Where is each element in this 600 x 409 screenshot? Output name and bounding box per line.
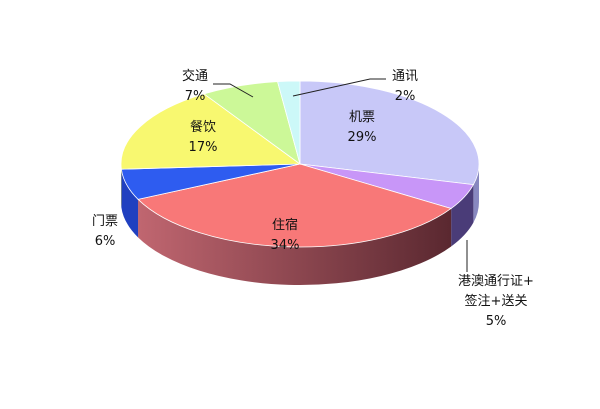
pie-side-1 xyxy=(451,184,474,247)
pie-side-0 xyxy=(473,164,479,223)
pie-slice-6 xyxy=(277,80,301,165)
slice-label-gangao: 港澳通行证+ 签注+送关 5% xyxy=(458,274,534,329)
pie-side-3 xyxy=(121,169,139,238)
leader-line-tongxun xyxy=(292,78,386,97)
leader-line-jiaotong xyxy=(213,83,254,98)
slice-label-jiaotong: 交通 7% xyxy=(181,69,208,104)
slice-label-jipiao: 机票 29% xyxy=(347,110,377,145)
pie-slice-0 xyxy=(299,80,480,186)
slice-label-menpiao: 门票 6% xyxy=(91,214,118,249)
pie-slice-2 xyxy=(137,163,453,248)
slice-label-canyin: 餐饮 17% xyxy=(188,120,218,155)
pie-side-2 xyxy=(138,199,452,285)
pie-slice-4 xyxy=(120,93,302,170)
slice-label-zhusu: 住宿 34% xyxy=(270,218,300,253)
slice-label-tongxun: 通讯 2% xyxy=(391,69,418,104)
